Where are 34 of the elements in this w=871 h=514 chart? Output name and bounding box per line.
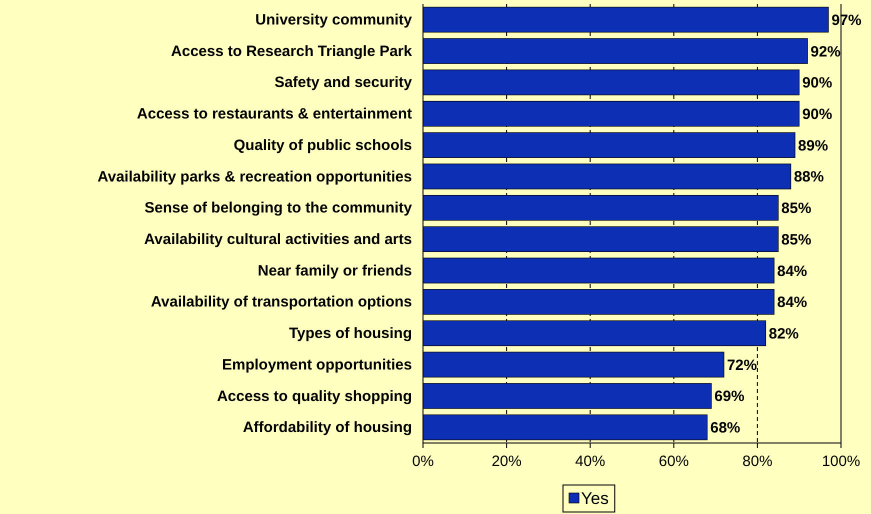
y-tick-label: University community	[255, 11, 413, 28]
data-label: 92%	[810, 43, 841, 60]
data-label: 90%	[802, 106, 832, 123]
y-tick-label: Access to Research Triangle Park	[171, 42, 413, 60]
data-label: 90%	[802, 74, 832, 92]
x-tick-label: 40%	[575, 453, 606, 470]
data-label: 85%	[781, 200, 812, 218]
y-tick-label: Availability cultural activities and arts	[144, 230, 412, 248]
y-tick-label: Availability parks & recreation opportunities	[97, 168, 412, 186]
y-tick-label: Sense of belonging to the community	[144, 200, 413, 217]
data-label: 88%	[794, 168, 824, 186]
y-tick-label: Access to quality shopping	[216, 388, 412, 405]
y-tick-label: Quality of public schools	[234, 136, 412, 154]
data-label: 69%	[714, 388, 744, 406]
data-label: 84%	[777, 262, 808, 280]
y-tick-label: Availability of transportation options	[150, 294, 412, 311]
x-tick-label: 60%	[658, 453, 689, 470]
x-tick-label: 80%	[742, 453, 772, 470]
legend-label: Yes	[581, 489, 609, 508]
y-tick-label: Access to restaurants & entertainment	[136, 106, 412, 123]
data-label: 82%	[768, 326, 799, 342]
y-tick-label: Affordability of housing	[242, 419, 412, 436]
y-tick-label: Safety and security	[274, 74, 413, 92]
y-tick-label: Employment opportunities	[222, 356, 412, 374]
y-tick-label: Near family or friends	[258, 262, 412, 280]
data-label: 72%	[726, 356, 757, 374]
y-tick-label: Types of housing	[288, 325, 412, 342]
x-tick-label: 0%	[412, 453, 434, 470]
data-label: 89%	[798, 137, 828, 154]
data-label: 68%	[710, 420, 740, 437]
x-tick-label: 100%	[822, 453, 860, 470]
data-label: 84%	[777, 294, 808, 312]
x-tick-label: 20%	[492, 453, 522, 470]
data-label: 85%	[781, 231, 812, 248]
